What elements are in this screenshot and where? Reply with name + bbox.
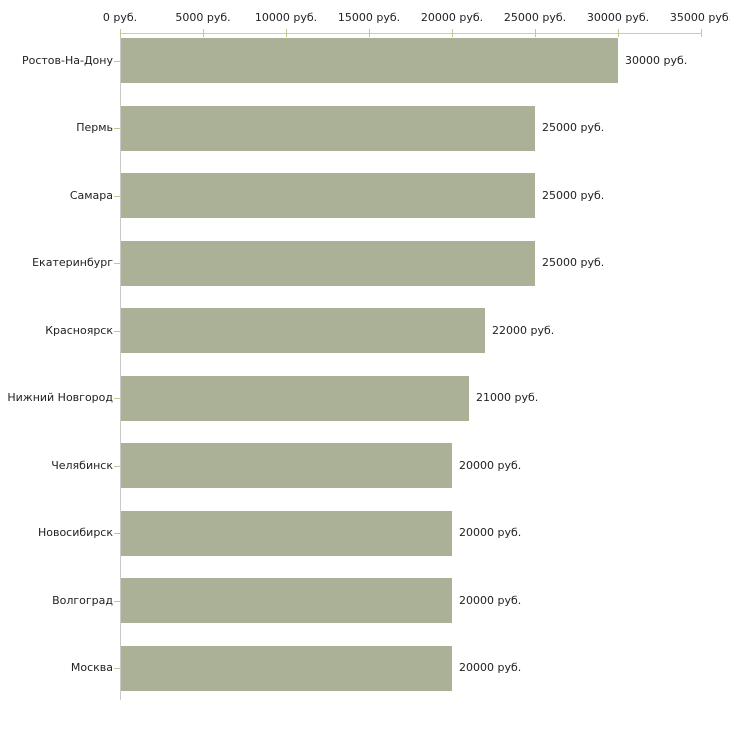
x-tick-label: 35000 руб. <box>669 11 730 24</box>
y-tick-mark <box>114 668 120 669</box>
bar <box>121 376 469 421</box>
x-tick-mark <box>535 29 536 37</box>
x-tick-mark <box>618 29 619 37</box>
x-tick-label: 15000 руб. <box>337 11 401 24</box>
category-label: Нижний Новгород <box>7 391 113 404</box>
y-axis-line <box>120 33 121 700</box>
bar <box>121 511 452 556</box>
y-tick-mark <box>114 466 120 467</box>
y-tick-mark <box>114 601 120 602</box>
value-label: 25000 руб. <box>542 256 605 269</box>
bar <box>121 241 535 286</box>
value-label: 25000 руб. <box>542 121 605 134</box>
y-tick-mark <box>114 533 120 534</box>
x-tick-label: 0 руб. <box>102 11 138 24</box>
category-label: Самара <box>69 189 113 202</box>
value-label: 20000 руб. <box>459 459 522 472</box>
x-tick-mark <box>369 29 370 37</box>
x-tick-label: 20000 руб. <box>420 11 484 24</box>
category-label: Москва <box>70 661 113 674</box>
bar <box>121 308 485 353</box>
y-tick-mark <box>114 263 120 264</box>
y-tick-mark <box>114 128 120 129</box>
value-label: 21000 руб. <box>476 391 539 404</box>
value-label: 30000 руб. <box>625 54 688 67</box>
category-label: Красноярск <box>45 324 113 337</box>
bar <box>121 578 452 623</box>
bar <box>121 173 535 218</box>
x-tick-mark <box>286 29 287 37</box>
x-tick-mark <box>203 29 204 37</box>
x-tick-mark <box>701 29 702 37</box>
y-tick-mark <box>114 331 120 332</box>
x-tick-label: 5000 руб. <box>175 11 231 24</box>
value-label: 20000 руб. <box>459 526 522 539</box>
bar <box>121 646 452 691</box>
y-tick-mark <box>114 196 120 197</box>
value-label: 20000 руб. <box>459 594 522 607</box>
category-label: Ростов-На-Дону <box>21 54 113 67</box>
x-axis-line <box>120 33 702 34</box>
x-tick-label: 30000 руб. <box>586 11 650 24</box>
bar <box>121 38 618 83</box>
x-tick-label: 25000 руб. <box>503 11 567 24</box>
value-label: 25000 руб. <box>542 189 605 202</box>
x-tick-mark <box>120 29 121 37</box>
bar <box>121 106 535 151</box>
category-label: Новосибирск <box>37 526 113 539</box>
category-label: Волгоград <box>52 594 113 607</box>
x-tick-mark <box>452 29 453 37</box>
bar <box>121 443 452 488</box>
x-tick-label: 10000 руб. <box>254 11 318 24</box>
value-label: 20000 руб. <box>459 661 522 674</box>
category-label: Челябинск <box>51 459 113 472</box>
category-label: Екатеринбург <box>32 256 113 269</box>
value-label: 22000 руб. <box>492 324 555 337</box>
y-tick-mark <box>114 61 120 62</box>
category-label: Пермь <box>76 121 113 134</box>
y-tick-mark <box>114 398 120 399</box>
